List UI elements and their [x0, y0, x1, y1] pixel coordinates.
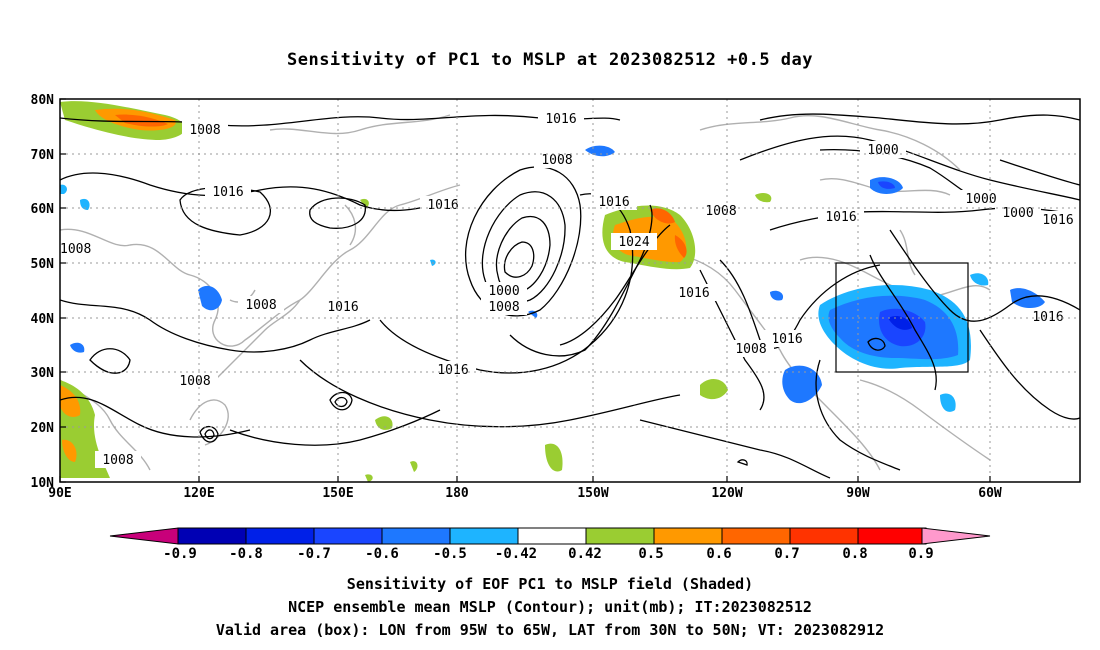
contour-label: 1016 [212, 185, 243, 200]
lat-label: 20N [31, 421, 55, 436]
colorbar-low-arrow [109, 527, 179, 545]
lon-label: 90E [48, 486, 71, 501]
colorbar-box [449, 527, 519, 545]
colorbar-box [381, 527, 451, 545]
contour-label: 1008 [735, 342, 766, 357]
contour-label: 1000 [867, 143, 898, 158]
lon-label: 150W [577, 486, 608, 501]
contour-label: 1016 [327, 300, 358, 315]
lat-label: 60N [31, 202, 55, 217]
colorbar-label: -0.9 [163, 546, 197, 562]
contour-label: 1000 [488, 284, 519, 299]
contour-label: 1000 [965, 192, 996, 207]
colorbar-box [177, 527, 247, 545]
colorbar-high-arrow [921, 527, 991, 545]
colorbar-label: 0.6 [706, 546, 731, 562]
contour-label: 1016 [1042, 213, 1073, 228]
contour-label: 1008 [541, 153, 572, 168]
contour-label: 1008 [102, 453, 133, 468]
contour-label: 1016 [771, 332, 802, 347]
lon-label: 90W [846, 486, 870, 501]
contour-label: 1000 [1002, 206, 1033, 221]
caption-contour: NCEP ensemble mean MSLP (Contour); unit(… [288, 598, 812, 616]
latitude-labels: 80N 70N 60N 50N 40N 30N 20N 10N [31, 93, 55, 491]
negative-sensitivity [60, 145, 1045, 412]
colorbar-label: -0.7 [297, 546, 331, 562]
lat-label: 50N [31, 257, 55, 272]
colorbar-box [585, 527, 655, 545]
contour-label: 1008 [705, 204, 736, 219]
contour-label: 1008 [245, 298, 276, 313]
valid-area-box [835, 262, 969, 373]
lat-label: 40N [31, 312, 55, 327]
colorbar-box [653, 527, 723, 545]
colorbar-label: 0.8 [842, 546, 867, 562]
contour-label: 1016 [545, 112, 576, 127]
contour-label: 1008 [179, 374, 210, 389]
contour-label: 1008 [189, 123, 220, 138]
colorbar-label: 0.42 [568, 546, 602, 562]
colorbar-box [245, 527, 315, 545]
colorbar-label: -0.8 [229, 546, 263, 562]
contour-label: 1008 [488, 300, 519, 315]
lat-label: 30N [31, 366, 55, 381]
colorbar-label: -0.42 [495, 546, 537, 562]
lat-label: 70N [31, 148, 55, 163]
colorbar-label: 0.5 [638, 546, 663, 562]
contour-label: 1016 [598, 195, 629, 210]
caption-valid-area: Valid area (box): LON from 95W to 65W, L… [215, 621, 885, 639]
caption-shaded: Sensitivity of EOF PC1 to MSLP field (Sh… [346, 575, 754, 593]
grid-lines [60, 99, 1080, 482]
colorbar-box [857, 527, 927, 545]
colorbar-box [517, 527, 587, 545]
colorbar-label: -0.5 [433, 546, 467, 562]
contour-label: 1008 [60, 242, 91, 257]
contour-label: 1016 [678, 286, 709, 301]
lon-label: 120E [183, 486, 214, 501]
colorbar-label: 0.7 [774, 546, 799, 562]
contour-label: 1016 [427, 198, 458, 213]
longitude-labels: 90E 120E 150E 180 150W 120W 90W 60W [48, 486, 1002, 501]
lon-label: 180 [445, 486, 469, 501]
plot-title: Sensitivity of PC1 to MSLP at 2023082512… [286, 50, 813, 70]
colorbar-labels: -0.9 -0.8 -0.7 -0.6 -0.5 -0.42 0.42 0.5 … [163, 546, 934, 562]
colorbar-box [721, 527, 791, 545]
contour-label: 1016 [825, 210, 856, 225]
colorbar-box [313, 527, 383, 545]
contour-labels: 1016 1008 1008 1016 1016 1016 1008 1008 … [60, 110, 1080, 468]
contour-label: 1016 [1032, 310, 1063, 325]
lon-label: 60W [978, 486, 1002, 501]
colorbar-box [789, 527, 859, 545]
map-frame [59, 98, 1081, 483]
sensitivity-map: 1016 1008 1008 1016 1016 1016 1008 1008 … [31, 93, 1081, 562]
lon-label: 150E [322, 486, 353, 501]
axis-ticks [59, 98, 991, 483]
contour-label: 1016 [437, 363, 468, 378]
lat-label: 80N [31, 93, 55, 108]
colorbar-boxes [177, 527, 927, 545]
colorbar-label: -0.6 [365, 546, 399, 562]
contour-label: 1024 [618, 235, 649, 250]
colorbar-label: 0.9 [908, 546, 933, 562]
lat-label: 10N [31, 476, 55, 491]
lon-label: 120W [711, 486, 742, 501]
colorbar: -0.9 -0.8 -0.7 -0.6 -0.5 -0.42 0.42 0.5 … [109, 527, 991, 562]
